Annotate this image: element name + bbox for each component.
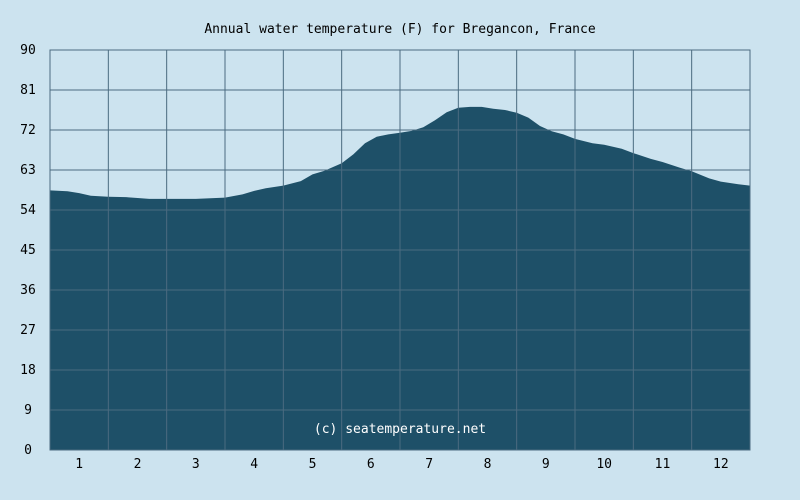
x-tick-label: 5	[309, 457, 317, 472]
y-tick-label: 27	[20, 323, 36, 338]
x-tick-label: 8	[484, 457, 492, 472]
x-tick-label: 1	[75, 457, 83, 472]
y-tick-label: 45	[20, 243, 36, 258]
x-tick-label: 3	[192, 457, 200, 472]
x-tick-label: 2	[134, 457, 142, 472]
x-tick-label: 10	[596, 457, 612, 472]
x-tick-label: 7	[425, 457, 433, 472]
chart-title: Annual water temperature (F) for Breganc…	[204, 22, 596, 37]
watermark: (c) seatemperature.net	[314, 422, 486, 437]
x-tick-label: 9	[542, 457, 550, 472]
y-tick-label: 90	[20, 43, 36, 58]
x-tick-label: 4	[250, 457, 258, 472]
y-tick-label: 54	[20, 203, 36, 218]
y-tick-label: 81	[20, 83, 36, 98]
y-tick-label: 18	[20, 363, 36, 378]
y-tick-label: 72	[20, 123, 36, 138]
y-tick-label: 9	[24, 403, 32, 418]
grid-layer	[49, 49, 751, 451]
y-tick-label: 63	[20, 163, 36, 178]
x-axis-ticks: 1 2 3 4 5 6 7 8 9 10 11 12	[75, 457, 728, 472]
y-axis-ticks: 0 9 18 27 36 45 54 63 72 81 90	[20, 43, 36, 458]
plot-border	[49, 49, 751, 451]
y-tick-label: 0	[24, 443, 32, 458]
x-tick-label: 12	[713, 457, 729, 472]
y-tick-label: 36	[20, 283, 36, 298]
x-tick-label: 6	[367, 457, 375, 472]
x-tick-label: 11	[655, 457, 671, 472]
